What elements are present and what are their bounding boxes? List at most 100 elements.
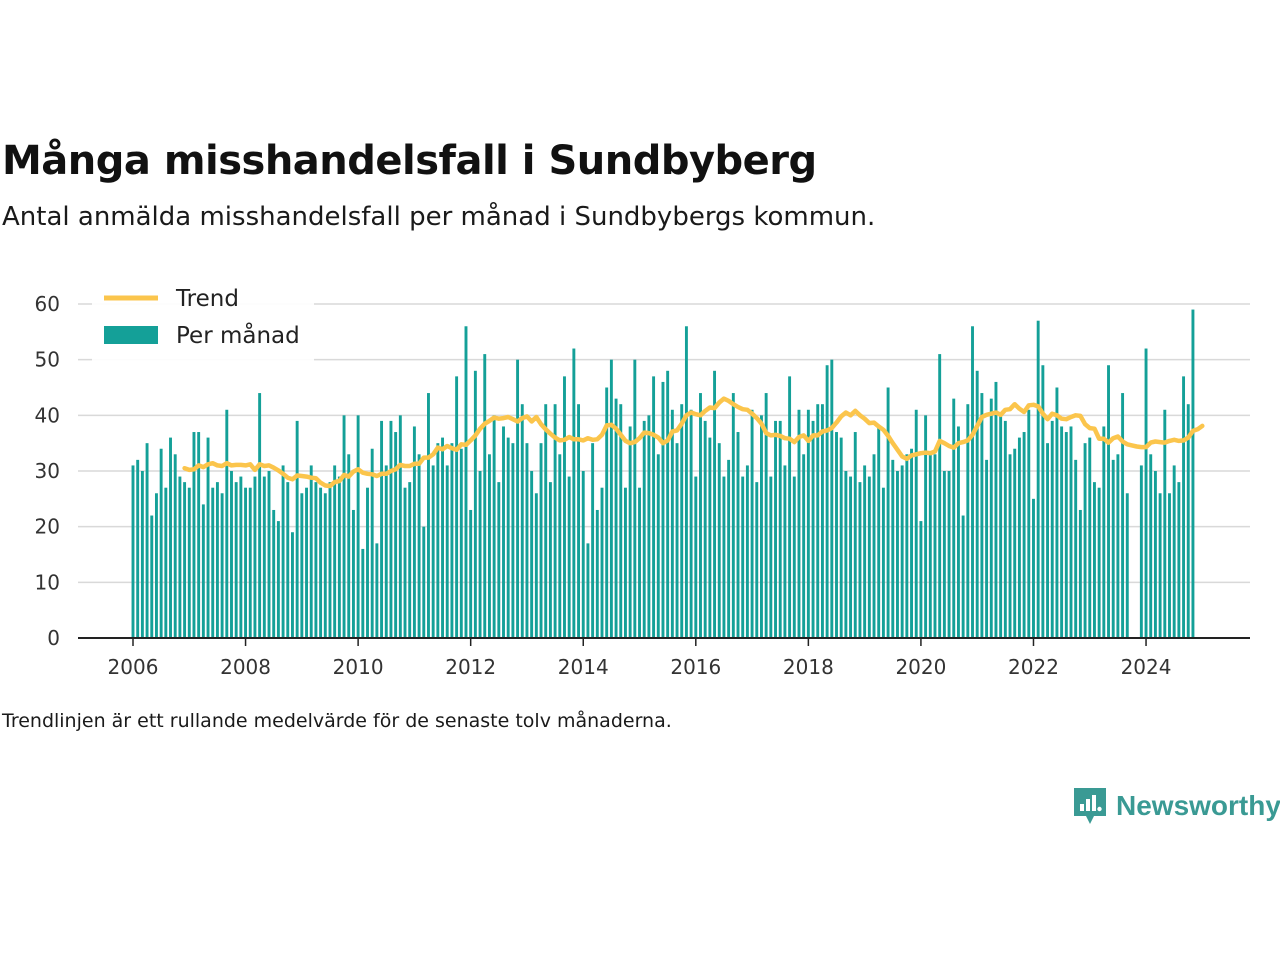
bar xyxy=(1125,493,1129,638)
bar xyxy=(863,465,867,638)
bar xyxy=(1102,426,1106,638)
y-tick-label: 20 xyxy=(35,515,60,539)
bar xyxy=(520,404,524,638)
bar xyxy=(896,471,899,638)
bar xyxy=(178,476,182,638)
bar xyxy=(239,476,243,638)
chart-subtitle: Antal anmälda misshandelsfall per månad … xyxy=(2,202,876,232)
bar xyxy=(441,437,444,638)
bar xyxy=(154,493,158,638)
bar xyxy=(516,359,520,638)
bar xyxy=(670,409,674,638)
bar xyxy=(530,471,534,638)
bar xyxy=(1182,376,1186,638)
y-tick-label: 50 xyxy=(35,348,60,372)
legend-bar-label: Per månad xyxy=(176,321,300,349)
bar xyxy=(835,432,838,638)
bar xyxy=(534,493,538,638)
chart-title: Många misshandelsfall i Sundbyberg xyxy=(2,138,817,184)
bar xyxy=(1036,320,1040,638)
bar xyxy=(225,409,229,638)
bar xyxy=(956,426,960,638)
bar xyxy=(215,482,219,638)
bar xyxy=(1163,409,1167,638)
bar xyxy=(1116,454,1120,638)
bar xyxy=(577,404,581,638)
bar xyxy=(398,415,402,638)
bar xyxy=(164,487,168,638)
bar xyxy=(1078,509,1082,638)
bar xyxy=(764,393,768,638)
bar xyxy=(1083,443,1087,638)
bar xyxy=(877,426,881,638)
bar xyxy=(351,509,355,638)
bar xyxy=(314,482,318,638)
bar xyxy=(1092,482,1096,638)
bar xyxy=(305,487,308,638)
bar xyxy=(370,448,374,638)
bar xyxy=(563,376,566,638)
bar xyxy=(1041,365,1045,638)
bar xyxy=(375,543,379,638)
bar xyxy=(272,509,276,638)
bar xyxy=(774,420,777,638)
bar xyxy=(337,476,341,638)
bar xyxy=(881,487,885,638)
bar xyxy=(961,515,965,638)
x-tick-label: 2014 xyxy=(558,655,609,679)
bar xyxy=(1097,487,1101,638)
y-tick-label: 60 xyxy=(35,292,60,316)
brand-name: Newsworthy xyxy=(1116,790,1280,821)
bar xyxy=(478,471,482,638)
bar xyxy=(403,487,407,638)
bar xyxy=(581,471,585,638)
bar xyxy=(511,443,515,638)
x-tick-label: 2010 xyxy=(333,655,384,679)
bar xyxy=(731,393,735,638)
bar xyxy=(928,454,932,638)
bar xyxy=(980,393,984,638)
bar xyxy=(900,465,904,638)
bar xyxy=(872,454,876,638)
x-axis-ticks: 2006 2008 2010 2012 2014 2016 2018 2020 2022 2024 xyxy=(108,638,1171,679)
x-tick-label: 2012 xyxy=(445,655,496,679)
x-tick-label: 2020 xyxy=(895,655,946,679)
bar xyxy=(952,398,956,638)
bar xyxy=(469,509,473,638)
bar xyxy=(455,376,459,638)
bar xyxy=(1008,454,1012,638)
bar xyxy=(145,443,149,638)
bar xyxy=(187,487,191,638)
bar xyxy=(131,465,135,638)
bar xyxy=(614,398,618,638)
bar xyxy=(971,326,974,638)
bar xyxy=(825,365,829,638)
bar xyxy=(802,454,806,638)
bar xyxy=(220,493,224,638)
bar xyxy=(544,404,548,638)
trend-line xyxy=(182,396,1205,489)
bar xyxy=(1172,465,1176,638)
bar xyxy=(708,437,712,638)
bar xyxy=(361,548,365,638)
bar xyxy=(169,437,172,638)
bar xyxy=(736,432,740,638)
bar xyxy=(891,459,895,638)
bar xyxy=(914,409,918,638)
bar xyxy=(947,471,951,638)
bar xyxy=(431,465,435,638)
bar xyxy=(994,381,998,638)
bar xyxy=(1111,459,1115,638)
bar xyxy=(656,454,660,638)
x-tick-label: 2008 xyxy=(220,655,271,679)
bar xyxy=(506,437,510,638)
bar xyxy=(586,543,590,638)
bar xyxy=(286,482,290,638)
bar xyxy=(525,443,529,638)
bar xyxy=(1017,437,1021,638)
bar xyxy=(1046,443,1050,638)
bar xyxy=(276,521,280,638)
bar xyxy=(211,487,215,638)
bar xyxy=(548,482,552,638)
bar xyxy=(806,409,810,638)
